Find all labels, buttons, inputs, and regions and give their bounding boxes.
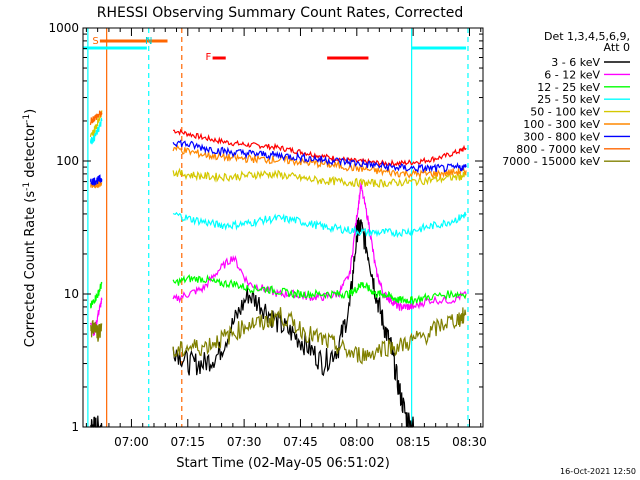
series-line-3-0 [89,117,103,145]
series-line-2-0 [89,281,103,309]
chart-title: RHESSI Observing Summary Count Rates, Co… [97,5,463,21]
legend-entry-label: 50 - 100 keV [530,106,600,119]
x-tick-label: 08:15 [396,435,431,449]
plot-area: S N F [83,28,469,428]
axis-ticks: 1 10 100 1000 07:00 07:15 07:30 07:45 08:00 08:15… [48,21,486,449]
x-tick-label: 08:30 [452,435,487,449]
legend-header-line-1: Det 1,3,4,5,6,9, [544,30,630,43]
x-tick-label: 07:15 [170,435,205,449]
x-tick-label: 08:00 [340,435,375,449]
x-tick-label: 07:00 [114,435,149,449]
y-axis-label: Corrected Count Rate (s-1 detector-1) [22,109,38,347]
annotation-label-s: S [92,36,98,47]
series-line-3-1 [172,211,467,239]
legend-entry-label: 12 - 25 keV [537,81,600,94]
legend-entry-label: 25 - 50 keV [537,93,600,106]
legend-header-line-2: Att 0 [604,41,630,54]
series-line-2-1 [172,274,467,306]
legend-entry-label: 7000 - 15000 keV [502,155,600,168]
y-tick-label: 1000 [48,21,79,35]
series-line-7-0 [89,110,103,125]
y-tick-label: 10 [64,287,79,301]
plot-frame [82,27,484,428]
x-axis-label: Start Time (02-May-05 06:51:02) [176,456,390,471]
x-tick-label: 07:45 [283,435,318,449]
series-line-4-1 [172,167,467,188]
series-line-5-1 [172,144,467,179]
legend-entry-label: 300 - 800 keV [523,130,600,143]
series-line-6-0 [89,174,103,187]
x-tick-label: 07:30 [227,435,262,449]
annotation-label-n: N [145,36,152,47]
annotation-label-f: F [205,52,211,63]
legend-entry-label: 800 - 7000 keV [516,143,600,156]
legend-entry-label: 3 - 6 keV [551,56,600,69]
y-tick-label: 1 [71,420,79,434]
series-line-red [173,128,467,168]
legend-entry-label: 6 - 12 keV [544,68,600,81]
series-line-0-0 [90,415,103,428]
series-line-0-1 [172,217,415,428]
series-line-1-1 [172,181,467,312]
legend-entry-label: 100 - 300 keV [523,118,600,131]
timestamp: 16-Oct-2021 12:50 [560,467,636,476]
series-line-8-0 [89,319,103,342]
series-line-6-1 [172,139,467,174]
series-line-8-1 [172,307,467,365]
y-tick-label: 100 [56,154,79,168]
